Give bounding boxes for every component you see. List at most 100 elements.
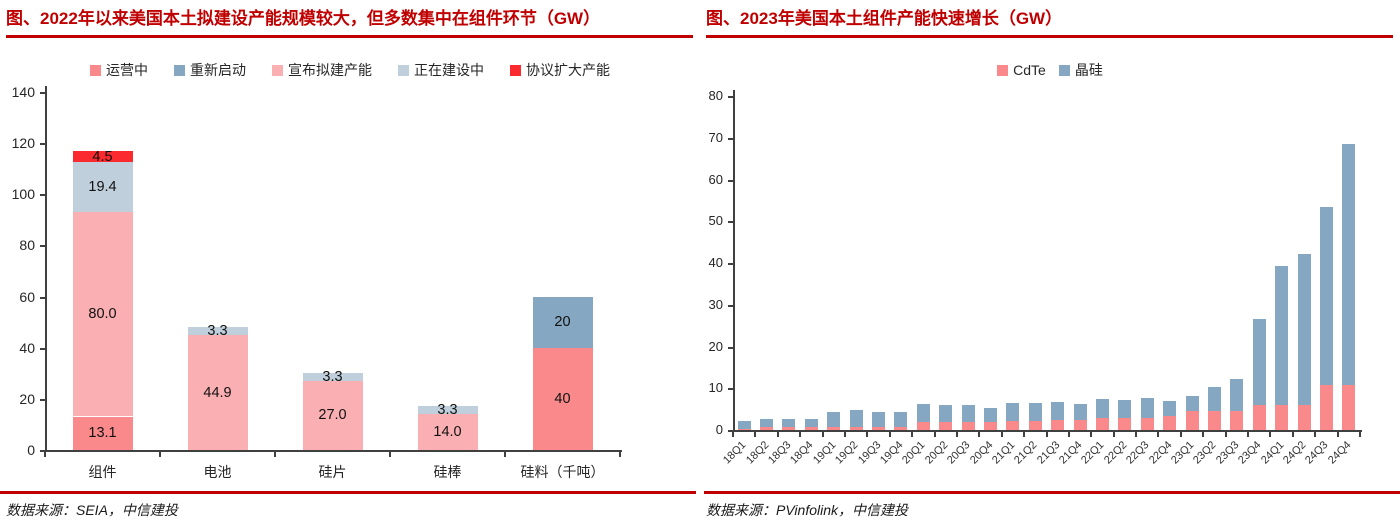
bar-segment	[72, 416, 133, 450]
bar-segment	[849, 427, 863, 430]
bar-segment	[1297, 404, 1311, 430]
left-source-divider	[0, 491, 696, 494]
y-axis-label: 0	[715, 422, 723, 437]
bar-segment-label: 40	[554, 390, 571, 407]
y-axis-label: 10	[708, 380, 723, 396]
bar-segment	[1073, 404, 1087, 421]
bar-segment	[1118, 399, 1132, 419]
bar-segment	[72, 150, 133, 163]
x-axis-line	[733, 430, 1362, 432]
bar-segment	[1319, 384, 1333, 430]
y-axis-line	[733, 90, 735, 432]
legend-marker-icon	[272, 64, 283, 76]
bar-segment	[1275, 404, 1289, 430]
bar-segment	[827, 411, 841, 428]
bar-segment-label: 19.4	[88, 179, 117, 196]
bar-segment	[872, 427, 886, 430]
y-axis-tick	[40, 143, 45, 146]
bar-segment	[1275, 265, 1289, 405]
x-axis-tick	[274, 452, 276, 457]
bar-segment	[72, 211, 133, 417]
x-axis-tick	[1179, 432, 1182, 437]
x-category-label: 组件	[88, 464, 117, 480]
bar-segment	[737, 428, 751, 430]
x-axis-tick	[732, 432, 734, 437]
y-axis-label: 60	[708, 171, 723, 187]
x-axis-tick	[389, 452, 391, 457]
legend-label: CdTe	[1013, 62, 1046, 78]
bar-segment	[916, 422, 930, 430]
bar-segment	[532, 296, 593, 348]
bar-segment-label: 20	[554, 314, 571, 331]
y-axis-tick	[40, 296, 45, 299]
x-axis-tick	[1291, 432, 1294, 437]
y-axis-tick	[728, 137, 733, 140]
x-axis-tick	[1135, 432, 1138, 437]
bar-segment	[1185, 395, 1199, 412]
bar-segment	[760, 418, 774, 428]
bar-segment-label: 3.3	[437, 401, 458, 418]
y-axis-tick	[728, 179, 733, 182]
legend-marker-icon	[510, 64, 521, 76]
y-axis-label: 50	[708, 213, 723, 229]
y-axis-tick	[40, 450, 45, 452]
bar-segment	[1252, 404, 1266, 430]
right-chart-panel: 图、2023年美国本土组件产能快速增长（GW） CdTe 晶硅 0 10 20 30 40…	[700, 0, 1400, 529]
bar-segment	[737, 420, 751, 429]
bar-segment	[804, 427, 818, 430]
y-axis-tick	[40, 347, 45, 350]
bar-segment	[1095, 399, 1109, 419]
x-axis-tick	[159, 452, 161, 457]
bar-segment	[827, 427, 841, 430]
y-axis-line	[45, 86, 47, 452]
left-chart-source: 数据来源：SEIA，中信建投	[6, 502, 178, 518]
bar-segment	[961, 404, 975, 423]
y-axis-label: 0	[27, 442, 35, 458]
y-axis-label: 120	[11, 135, 35, 152]
bar-segment	[1230, 411, 1244, 430]
y-axis-label: 40	[708, 255, 723, 270]
x-axis-tick	[821, 432, 824, 437]
x-category-label: 硅片	[318, 464, 347, 480]
bar-segment	[1163, 400, 1177, 416]
bar-segment-label: 13.1	[88, 425, 117, 442]
bar-segment	[849, 410, 863, 428]
bar-segment	[984, 422, 998, 430]
left-chart-panel: 图、2022年以来美国本土拟建设产能规模较大，但多数集中在组件环节（GW） 运营…	[0, 9, 696, 518]
bar-segment	[1006, 403, 1020, 421]
bar-segment	[1006, 420, 1020, 430]
y-axis-label: 80	[708, 88, 723, 103]
y-axis-tick	[728, 346, 733, 349]
y-axis-tick	[40, 194, 45, 197]
legend-marker-icon	[398, 64, 409, 76]
x-category-label: 硅料（千吨）	[520, 464, 605, 480]
bar-segment	[417, 405, 478, 415]
bar-segment	[1073, 420, 1087, 430]
legend-label: 协议扩大产能	[526, 62, 610, 78]
x-axis-tick	[933, 432, 936, 437]
legend-label: 晶硅	[1074, 62, 1103, 78]
legend-marker-icon	[174, 64, 185, 76]
bar-segment	[532, 347, 593, 450]
x-axis-tick	[1224, 432, 1227, 437]
bar-segment	[782, 418, 796, 428]
x-axis-tick	[1000, 432, 1003, 437]
x-axis-tick	[1157, 432, 1160, 437]
bar-segment	[1028, 420, 1042, 430]
bar-segment	[1163, 415, 1177, 430]
left-chart-canvas: 0 20 40 60 80 100 120 140 13.1 80.0 19.4 4.5 组件 44.9 3…	[11, 84, 622, 480]
legend-marker-icon	[997, 64, 1009, 76]
bar-segment	[782, 427, 796, 430]
legend-marker-icon	[90, 64, 101, 76]
bar-segment-label: 80.0	[88, 306, 117, 323]
legend-item: 协议扩大产能	[510, 60, 610, 80]
y-axis-tick	[728, 304, 733, 307]
y-axis-tick	[40, 398, 45, 401]
bar-segment	[1252, 318, 1266, 405]
bar-segment	[1140, 418, 1154, 430]
bar-segment	[1342, 384, 1356, 430]
x-axis-tick	[1359, 432, 1361, 437]
legend-item: 晶硅	[1058, 60, 1103, 80]
y-axis-label: 60	[19, 288, 35, 305]
